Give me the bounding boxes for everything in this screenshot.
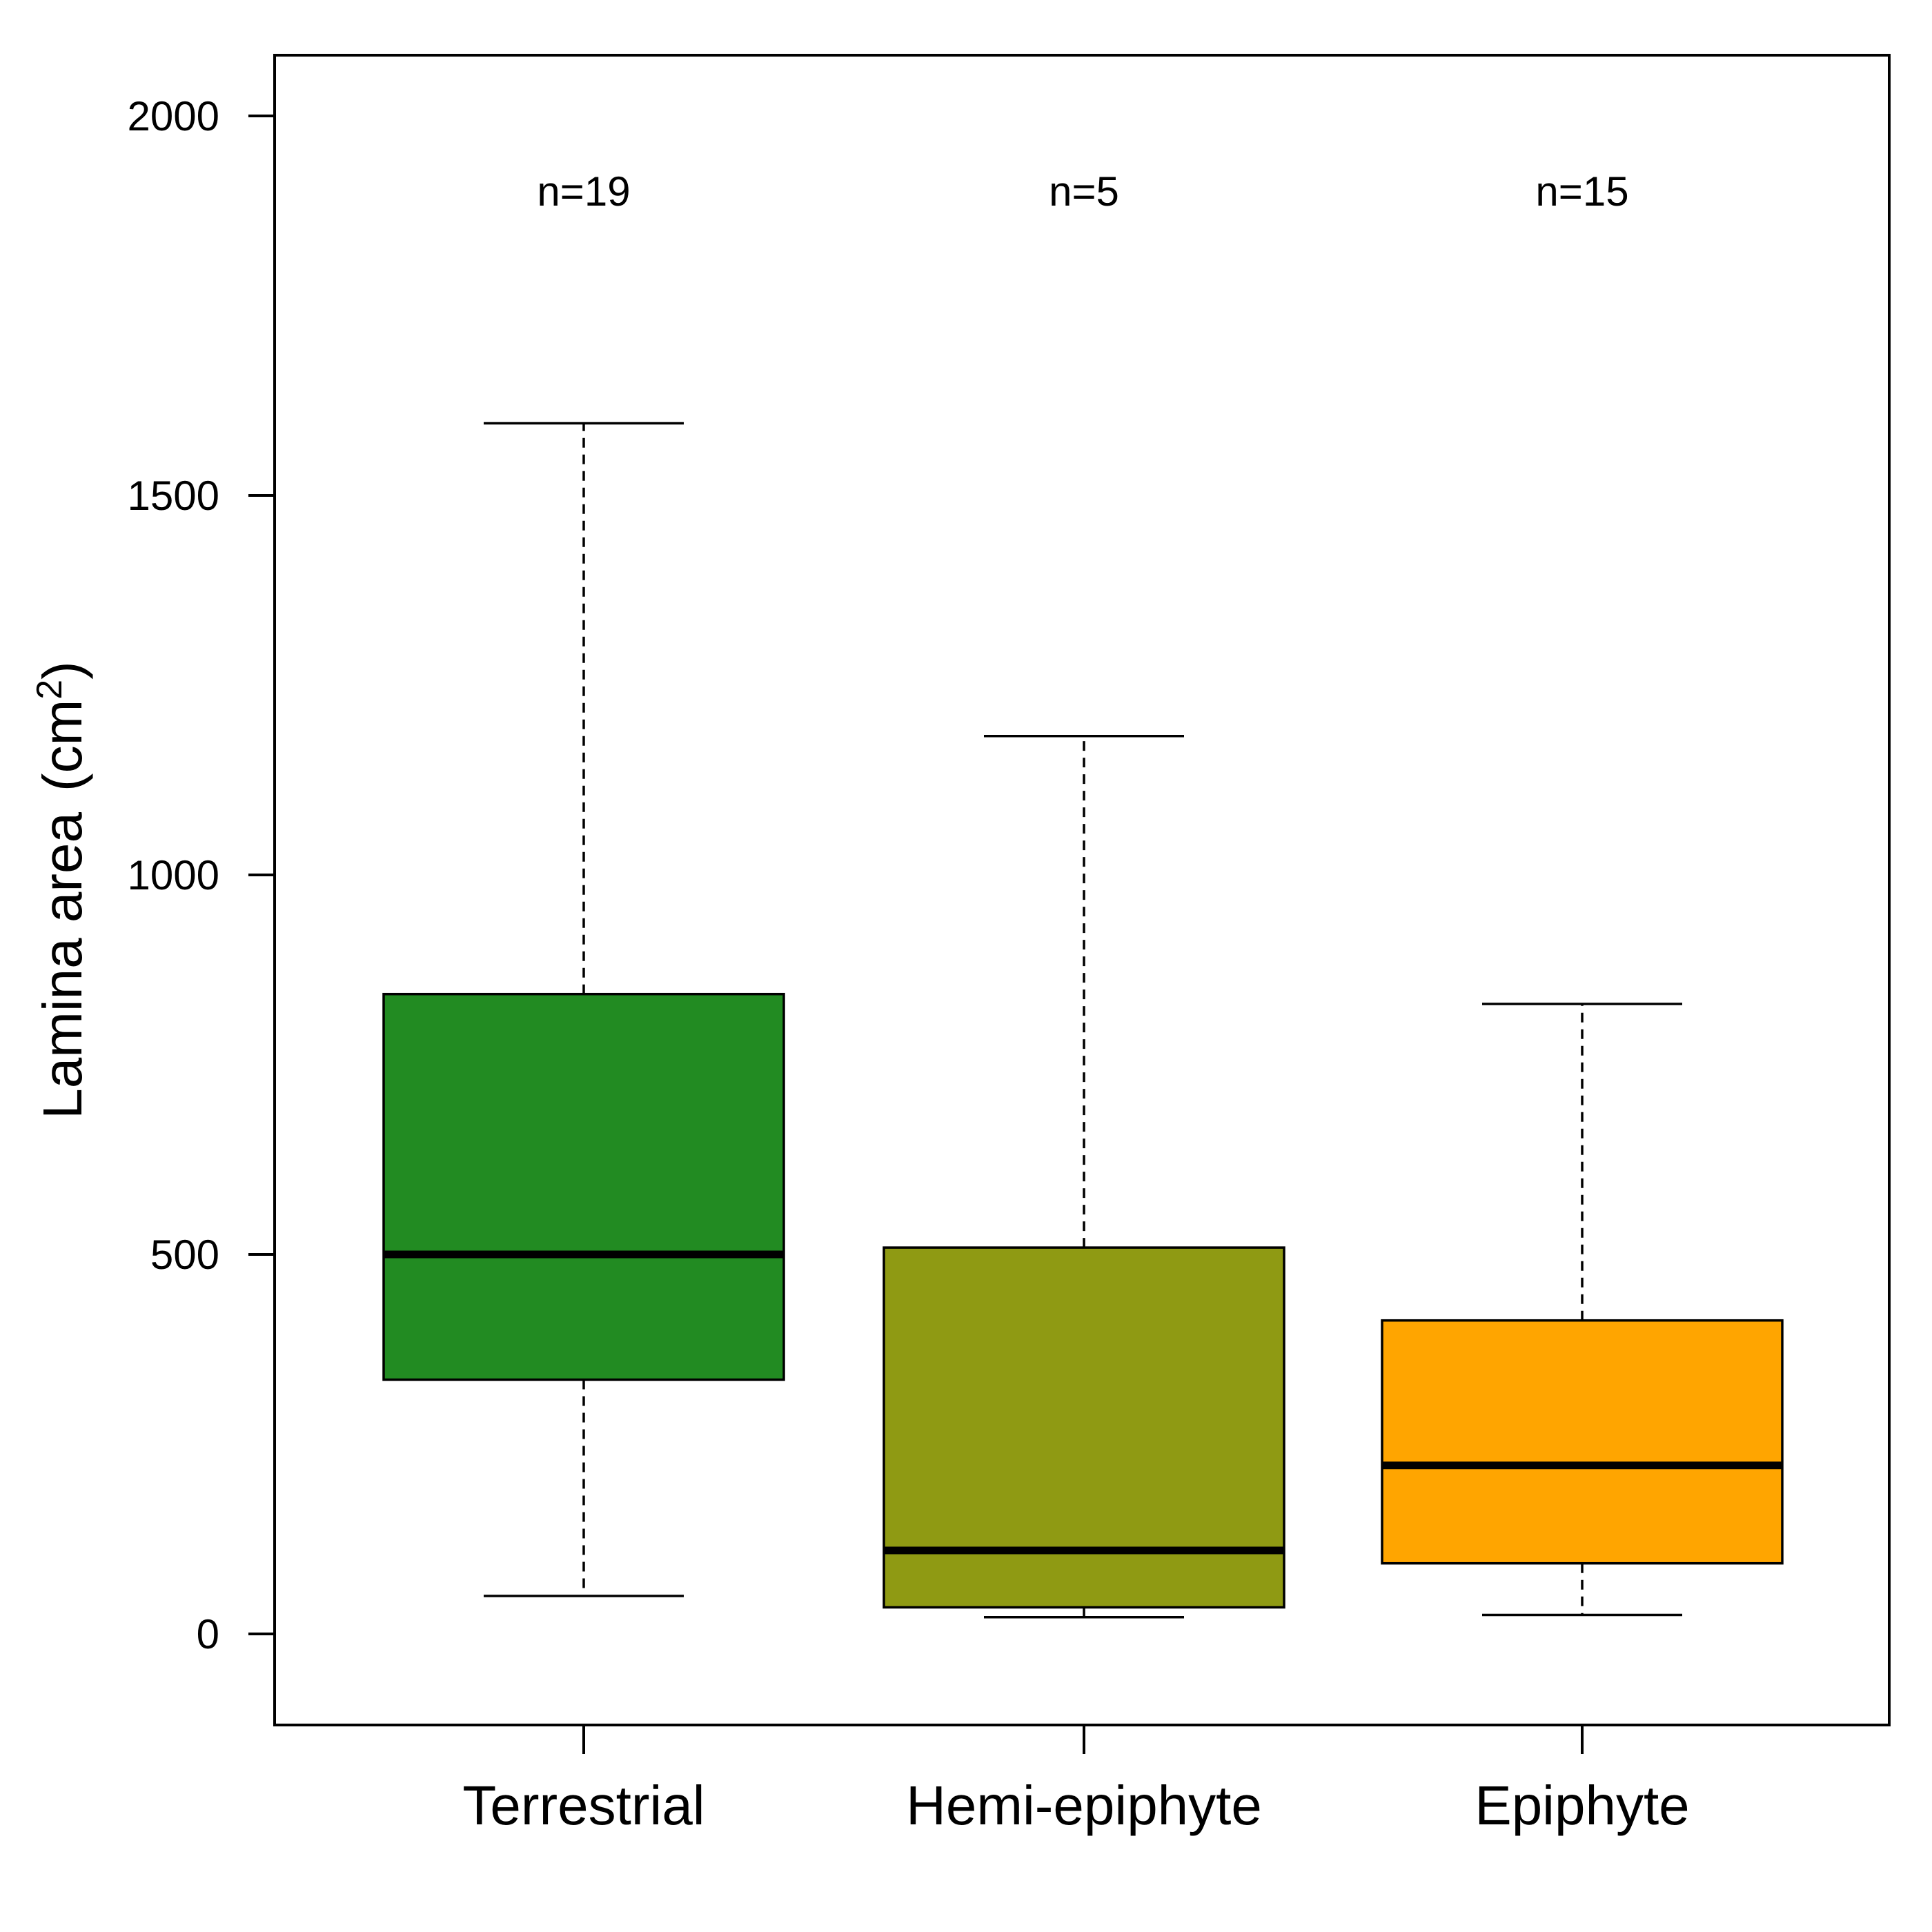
y-axis-title-unit: (cm bbox=[32, 700, 93, 791]
y-tick-label-1500: 1500 bbox=[128, 473, 219, 519]
sample-size-labels: n=19 n=5 n=15 bbox=[537, 168, 1628, 215]
y-tick-label-500: 500 bbox=[150, 1232, 219, 1278]
y-tick-label-1000: 1000 bbox=[128, 852, 219, 898]
box-epiphyte bbox=[1381, 1003, 1784, 1617]
x-tick-label-2: Hemi-epiphyte bbox=[906, 1775, 1262, 1836]
box-series bbox=[382, 422, 1784, 1619]
y-axis-title-unit-close: ) bbox=[32, 661, 93, 680]
n-label-1: n=19 bbox=[537, 168, 630, 215]
y-axis-title-main: Lamina area bbox=[32, 812, 93, 1119]
interquartile-box bbox=[382, 992, 785, 1381]
y-tick-label-2000: 2000 bbox=[128, 93, 219, 139]
n-label-3: n=15 bbox=[1535, 168, 1628, 215]
y-axis-title-unit-superscript: 2 bbox=[30, 680, 70, 700]
x-tick-label-1: Terrestrial bbox=[462, 1775, 704, 1836]
x-tick-label-3: Epiphyte bbox=[1475, 1775, 1689, 1836]
box-hemi-epiphyte bbox=[883, 734, 1285, 1619]
x-axis: Terrestrial Hemi-epiphyte Epiphyte bbox=[462, 1725, 1690, 1836]
n-label-2: n=5 bbox=[1049, 168, 1119, 215]
y-tick-label-0: 0 bbox=[197, 1611, 219, 1657]
y-axis: 0 500 1000 1500 2000 bbox=[128, 93, 276, 1657]
y-axis-title: Lamina area (cm2) bbox=[30, 661, 93, 1119]
box-terrestrial bbox=[382, 422, 785, 1597]
interquartile-box bbox=[1381, 1319, 1784, 1565]
